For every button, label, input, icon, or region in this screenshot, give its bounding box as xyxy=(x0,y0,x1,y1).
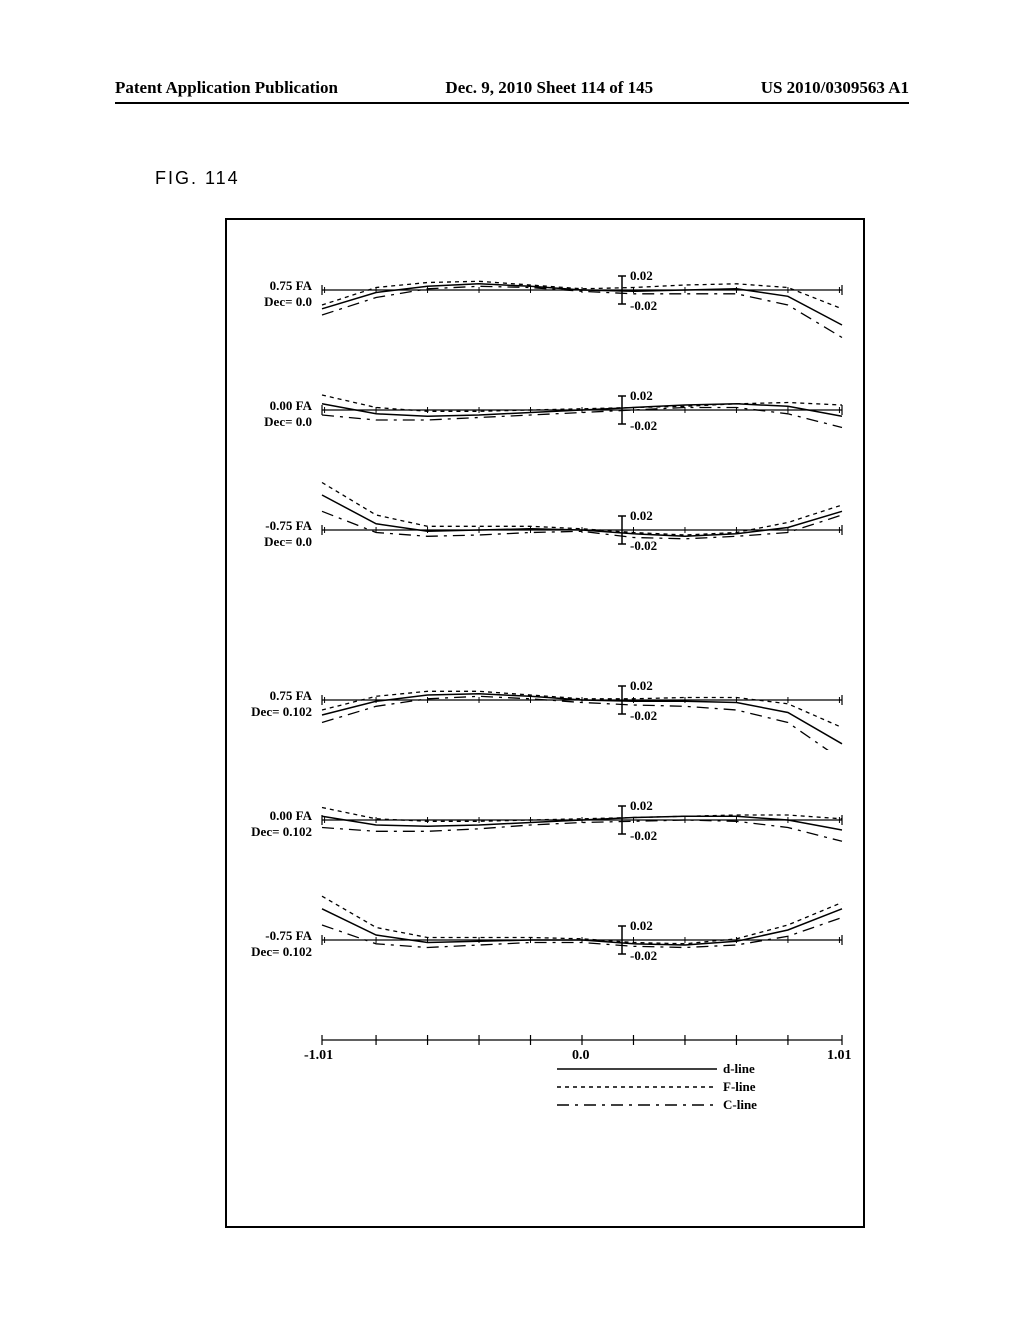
legend-row: C-line xyxy=(557,1096,857,1114)
ytick-neg: -0.02 xyxy=(630,948,657,964)
ytick-pos: 0.02 xyxy=(630,798,653,814)
legend-label: d-line xyxy=(723,1061,755,1077)
header-rule xyxy=(115,102,909,104)
legend-label: F-line xyxy=(723,1079,756,1095)
subplot-label: 0.00 FADec= 0.102 xyxy=(232,808,312,839)
subplot-label: 0.75 FADec= 0.102 xyxy=(232,688,312,719)
ytick-neg: -0.02 xyxy=(630,538,657,554)
subplot-1: 0.00 FADec= 0.0 0.02-0.02 xyxy=(317,360,847,460)
ytick-pos: 0.02 xyxy=(630,268,653,284)
ytick-neg: -0.02 xyxy=(630,708,657,724)
header-center: Dec. 9, 2010 Sheet 114 of 145 xyxy=(445,78,653,98)
legend-label: C-line xyxy=(723,1097,757,1113)
x-min-label: -1.01 xyxy=(304,1048,333,1064)
subplot-label: -0.75 FADec= 0.102 xyxy=(232,928,312,959)
ytick-pos: 0.02 xyxy=(630,678,653,694)
legend-row: d-line xyxy=(557,1060,857,1078)
ytick-pos: 0.02 xyxy=(630,388,653,404)
subplot-3: 0.75 FADec= 0.102 0.02-0.02 xyxy=(317,650,847,750)
header-right: US 2010/0309563 A1 xyxy=(761,78,909,98)
subplot-label: 0.75 FADec= 0.0 xyxy=(232,278,312,309)
header-left: Patent Application Publication xyxy=(115,78,338,98)
legend: d-line F-line C-line xyxy=(557,1060,857,1114)
subplot-label: -0.75 FADec= 0.0 xyxy=(232,518,312,549)
ytick-neg: -0.02 xyxy=(630,298,657,314)
legend-row: F-line xyxy=(557,1078,857,1096)
chart-frame: 0.75 FADec= 0.0 0.02 -0.02 0.00 FADec= 0.0… xyxy=(225,218,865,1228)
ytick-pos: 0.02 xyxy=(630,918,653,934)
subplot-0: 0.75 FADec= 0.0 0.02-0.02 xyxy=(317,240,847,340)
ytick-pos: 0.02 xyxy=(630,508,653,524)
subplot-2: -0.75 FADec= 0.0 0.02-0.02 xyxy=(317,480,847,580)
figure-label: FIG. 114 xyxy=(155,168,240,189)
ytick-neg: -0.02 xyxy=(630,418,657,434)
ytick-neg: -0.02 xyxy=(630,828,657,844)
page-header: Patent Application Publication Dec. 9, 2… xyxy=(0,78,1024,98)
subplot-label: 0.00 FADec= 0.0 xyxy=(232,398,312,429)
subplot-5: -0.75 FADec= 0.102 0.02-0.02 xyxy=(317,890,847,990)
subplot-4: 0.00 FADec= 0.102 0.02-0.02 xyxy=(317,770,847,870)
